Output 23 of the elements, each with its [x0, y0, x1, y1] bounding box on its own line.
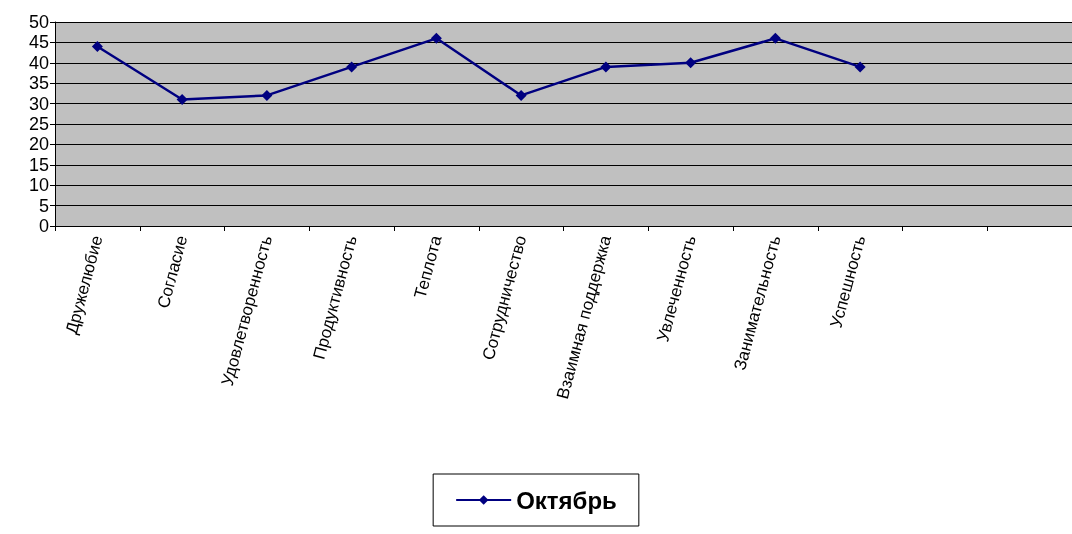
- y-tick-label: 30: [28, 93, 49, 114]
- y-tick-label: 35: [28, 73, 49, 94]
- y-tick-label: 45: [28, 32, 49, 53]
- y-tick-label: 5: [38, 195, 49, 216]
- point: [685, 57, 697, 69]
- y-tick-label: 20: [28, 134, 49, 155]
- y-tick-label: 25: [28, 114, 49, 134]
- point: [430, 32, 442, 44]
- legend-label: Октябрь: [516, 486, 617, 514]
- y-tick-label: 10: [28, 175, 49, 196]
- point: [176, 94, 188, 106]
- point: [769, 32, 781, 44]
- y-tick-label: 15: [28, 154, 49, 175]
- point: [600, 61, 612, 73]
- y-tick-label: 50: [28, 12, 49, 32]
- y-tick-label: 40: [28, 52, 49, 73]
- point: [261, 89, 273, 101]
- point: [346, 61, 358, 73]
- point: [91, 40, 103, 52]
- point: [515, 89, 527, 101]
- y-tick-label: 0: [38, 216, 49, 236]
- point: [854, 61, 866, 73]
- x-tick-label: Теплота: [410, 233, 446, 301]
